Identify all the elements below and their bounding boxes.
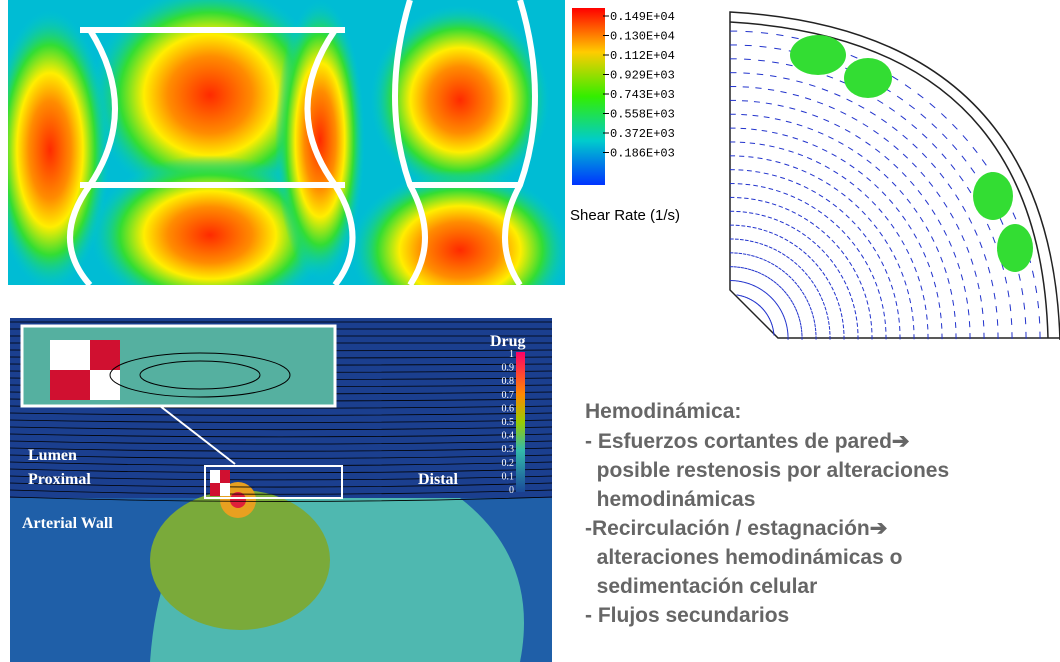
label-lumen: Lumen xyxy=(28,447,77,464)
drug-image xyxy=(10,318,552,662)
legend-label: 0.372E+03 xyxy=(610,127,675,141)
text-line: sedimentación celular xyxy=(585,575,817,598)
drug-tick: 1 xyxy=(509,349,514,360)
vector xyxy=(885,319,886,324)
vector xyxy=(757,74,763,75)
drug-tick: 0.8 xyxy=(502,376,515,387)
drug-legend-title: Drug xyxy=(490,333,526,350)
vector xyxy=(747,226,751,227)
shear-legend-title: Shear Rate (1/s) xyxy=(570,207,680,224)
legend-label: 0.929E+03 xyxy=(610,69,675,83)
legend-label: 0.112E+04 xyxy=(610,49,675,63)
vector xyxy=(751,199,755,200)
text-line: -Recirculación / estagnación➔ xyxy=(585,517,888,540)
vector xyxy=(760,46,767,47)
vector xyxy=(747,255,750,256)
vector xyxy=(801,326,802,329)
vector xyxy=(954,311,955,317)
text-line: hemodinámicas xyxy=(585,488,755,511)
text-line: - Esfuerzos cortantes de pared➔ xyxy=(585,430,910,453)
vector xyxy=(744,268,747,269)
text-line: alteraciones hemodinámicas o xyxy=(585,546,902,569)
vector xyxy=(927,314,928,319)
legend-label: 0.743E+03 xyxy=(610,88,675,102)
vector xyxy=(758,60,765,61)
vector xyxy=(856,316,857,320)
shear-colorbar xyxy=(572,8,605,185)
vector xyxy=(1039,316,1040,323)
heading: Hemodinámica: xyxy=(585,400,741,423)
text-line: posible restenosis por alteraciones xyxy=(585,459,949,482)
drug-tick: 0.9 xyxy=(502,363,515,374)
drug-tick: 0.4 xyxy=(502,431,515,442)
vector xyxy=(743,254,746,255)
drug-tick: 0.1 xyxy=(502,471,515,482)
vector-image xyxy=(730,12,1060,340)
label-wall: Arterial Wall xyxy=(22,515,113,532)
slide: 0.149E+04 0.130E+04 0.112E+04 0.929E+03 0.74… xyxy=(0,0,1060,662)
shear-image xyxy=(0,0,570,330)
drug-tick: 0.6 xyxy=(502,403,515,414)
vector xyxy=(750,143,755,144)
vector xyxy=(748,157,753,158)
drug-tick: 0.5 xyxy=(502,417,515,428)
vector xyxy=(787,325,788,328)
vector xyxy=(742,282,745,283)
text-line: - Flujos secundarios xyxy=(585,604,789,627)
vector xyxy=(913,316,914,321)
vector xyxy=(829,321,830,325)
label-proximal: Proximal xyxy=(28,471,91,488)
vector xyxy=(744,282,747,283)
vector xyxy=(899,318,900,323)
vector xyxy=(871,321,872,325)
vector xyxy=(749,213,753,214)
vector xyxy=(787,328,788,331)
vector xyxy=(753,185,758,186)
vector xyxy=(745,240,749,241)
vector xyxy=(761,33,768,34)
vector xyxy=(842,319,843,323)
vector xyxy=(751,129,757,130)
vector xyxy=(815,324,816,327)
vector xyxy=(755,88,761,89)
vector xyxy=(750,241,754,242)
legend-label: 0.149E+04 xyxy=(610,10,675,24)
label-distal: Distal xyxy=(418,471,459,488)
legend-label: 0.558E+03 xyxy=(610,108,675,122)
drug-tick: 0.7 xyxy=(502,390,515,401)
drug-tick: 0.3 xyxy=(502,444,515,455)
vector xyxy=(755,172,760,173)
drug-tick: 0.2 xyxy=(502,458,515,469)
vector xyxy=(754,102,760,103)
legend-label: 0.130E+04 xyxy=(610,30,675,44)
vector xyxy=(940,313,941,318)
legend-label: 0.186E+03 xyxy=(610,147,675,161)
drug-tick: 0 xyxy=(509,485,514,496)
vector xyxy=(800,322,801,325)
vector xyxy=(753,115,759,116)
